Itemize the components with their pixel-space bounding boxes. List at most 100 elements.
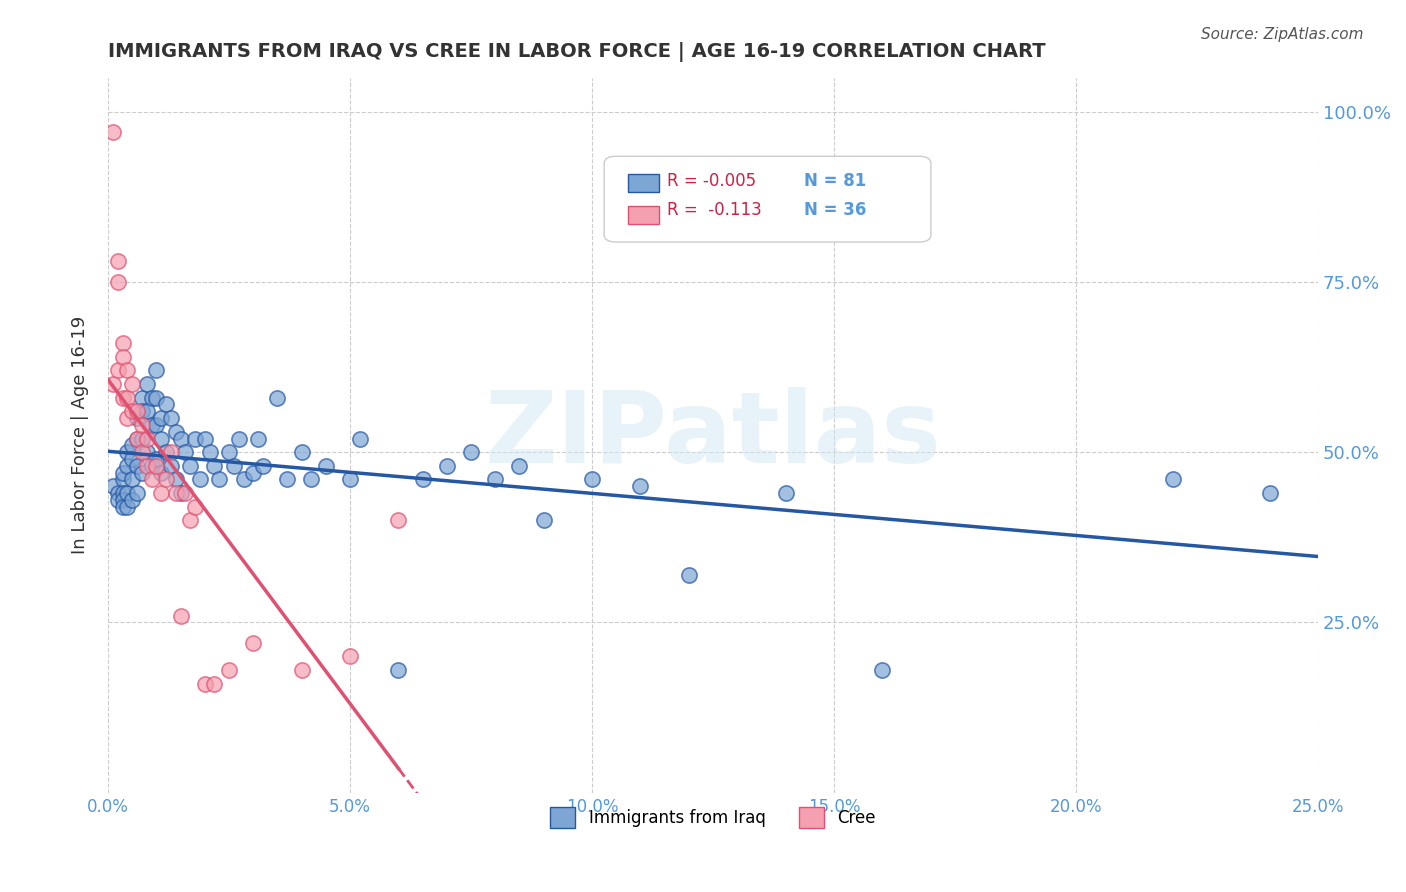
- Immigrants from Iraq: [125, 411, 148, 425]
- Bar: [628, 174, 658, 192]
- Immigrants from Iraq: [141, 458, 163, 473]
- Text: N = 81: N = 81: [804, 172, 866, 190]
- Immigrants from Iraq: [150, 466, 173, 480]
- Immigrants from Iraq: [160, 458, 183, 473]
- Text: R =  -0.113: R = -0.113: [666, 201, 762, 219]
- Cree: [150, 486, 173, 500]
- Immigrants from Iraq: [125, 458, 148, 473]
- Immigrants from Iraq: [117, 445, 139, 459]
- Immigrants from Iraq: [508, 458, 530, 473]
- Y-axis label: In Labor Force | Age 16-19: In Labor Force | Age 16-19: [72, 316, 89, 554]
- Immigrants from Iraq: [291, 445, 314, 459]
- Cree: [387, 513, 409, 527]
- Cree: [145, 458, 167, 473]
- Immigrants from Iraq: [155, 445, 177, 459]
- Immigrants from Iraq: [150, 432, 173, 446]
- Immigrants from Iraq: [208, 472, 231, 486]
- Immigrants from Iraq: [339, 472, 361, 486]
- Cree: [107, 363, 129, 377]
- Immigrants from Iraq: [775, 486, 797, 500]
- Immigrants from Iraq: [131, 391, 153, 405]
- Immigrants from Iraq: [111, 500, 134, 514]
- Immigrants from Iraq: [184, 432, 207, 446]
- Immigrants from Iraq: [188, 472, 211, 486]
- Cree: [107, 254, 129, 268]
- Immigrants from Iraq: [117, 458, 139, 473]
- Cree: [117, 391, 139, 405]
- Cree: [194, 676, 217, 690]
- Immigrants from Iraq: [232, 472, 254, 486]
- Immigrants from Iraq: [198, 445, 221, 459]
- Cree: [111, 336, 134, 351]
- Immigrants from Iraq: [204, 458, 226, 473]
- Bar: [628, 206, 658, 224]
- Cree: [169, 608, 191, 623]
- Immigrants from Iraq: [107, 486, 129, 500]
- Legend: Immigrants from Iraq, Cree: Immigrants from Iraq, Cree: [544, 801, 883, 834]
- Immigrants from Iraq: [412, 472, 434, 486]
- Cree: [121, 377, 143, 392]
- Immigrants from Iraq: [145, 417, 167, 432]
- Cree: [291, 663, 314, 677]
- Immigrants from Iraq: [141, 391, 163, 405]
- Immigrants from Iraq: [247, 432, 270, 446]
- Cree: [165, 486, 187, 500]
- Immigrants from Iraq: [131, 466, 153, 480]
- Immigrants from Iraq: [169, 486, 191, 500]
- Immigrants from Iraq: [111, 492, 134, 507]
- Immigrants from Iraq: [160, 411, 183, 425]
- Immigrants from Iraq: [165, 425, 187, 439]
- Cree: [131, 445, 153, 459]
- Immigrants from Iraq: [194, 432, 217, 446]
- Cree: [117, 363, 139, 377]
- Cree: [135, 458, 157, 473]
- Immigrants from Iraq: [145, 452, 167, 467]
- Cree: [339, 649, 361, 664]
- Immigrants from Iraq: [266, 391, 288, 405]
- Immigrants from Iraq: [135, 404, 157, 418]
- Immigrants from Iraq: [169, 432, 191, 446]
- Immigrants from Iraq: [111, 486, 134, 500]
- Cree: [184, 500, 207, 514]
- Immigrants from Iraq: [135, 445, 157, 459]
- Cree: [160, 445, 183, 459]
- Immigrants from Iraq: [299, 472, 322, 486]
- Immigrants from Iraq: [179, 458, 201, 473]
- Immigrants from Iraq: [107, 492, 129, 507]
- Immigrants from Iraq: [174, 445, 197, 459]
- Cree: [131, 417, 153, 432]
- Immigrants from Iraq: [242, 466, 264, 480]
- Immigrants from Iraq: [121, 438, 143, 452]
- Immigrants from Iraq: [125, 486, 148, 500]
- Cree: [242, 636, 264, 650]
- Cree: [141, 472, 163, 486]
- Immigrants from Iraq: [484, 472, 506, 486]
- Cree: [218, 663, 240, 677]
- Cree: [101, 125, 124, 139]
- Immigrants from Iraq: [276, 472, 298, 486]
- Immigrants from Iraq: [101, 479, 124, 493]
- Cree: [135, 432, 157, 446]
- Immigrants from Iraq: [141, 417, 163, 432]
- Immigrants from Iraq: [155, 397, 177, 411]
- Cree: [111, 350, 134, 364]
- Immigrants from Iraq: [145, 363, 167, 377]
- Cree: [155, 472, 177, 486]
- Immigrants from Iraq: [252, 458, 274, 473]
- Cree: [204, 676, 226, 690]
- Cree: [125, 404, 148, 418]
- Immigrants from Iraq: [872, 663, 894, 677]
- Immigrants from Iraq: [387, 663, 409, 677]
- Text: R = -0.005: R = -0.005: [666, 172, 756, 190]
- Immigrants from Iraq: [228, 432, 250, 446]
- Immigrants from Iraq: [111, 466, 134, 480]
- Immigrants from Iraq: [1161, 472, 1184, 486]
- Immigrants from Iraq: [218, 445, 240, 459]
- Cree: [179, 513, 201, 527]
- Immigrants from Iraq: [581, 472, 603, 486]
- Immigrants from Iraq: [533, 513, 555, 527]
- Immigrants from Iraq: [349, 432, 371, 446]
- Immigrants from Iraq: [315, 458, 337, 473]
- Immigrants from Iraq: [131, 404, 153, 418]
- Cree: [117, 411, 139, 425]
